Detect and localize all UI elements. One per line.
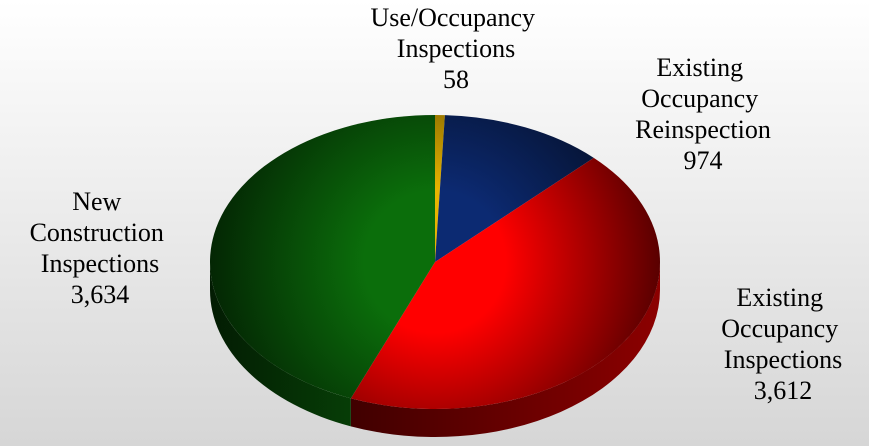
slice-label: Existing Occupancy Inspections bbox=[721, 283, 844, 374]
value-label: 3,634 bbox=[71, 280, 130, 309]
slice bbox=[435, 115, 594, 262]
slice bbox=[435, 115, 445, 262]
slice-label: New Construction Inspections bbox=[30, 187, 171, 278]
value-label: 3,612 bbox=[754, 376, 813, 405]
slice bbox=[210, 115, 435, 399]
slice-side bbox=[209, 262, 351, 427]
slice-label: Use/Occupancy Inspections bbox=[370, 3, 541, 63]
slice bbox=[350, 157, 661, 410]
slice-side bbox=[350, 262, 660, 438]
value-label: 58 bbox=[443, 65, 469, 94]
value-label: 974 bbox=[684, 146, 723, 175]
slice-label: Existing Occupancy Reinspection bbox=[635, 53, 771, 144]
